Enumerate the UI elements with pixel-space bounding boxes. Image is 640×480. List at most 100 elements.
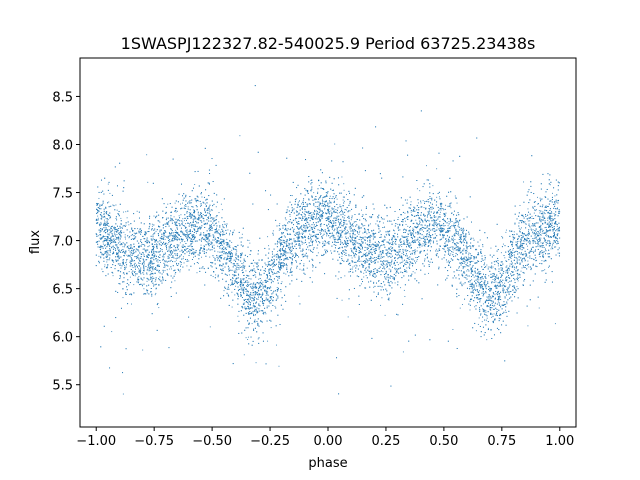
data-point — [511, 265, 513, 267]
data-point — [107, 183, 109, 185]
data-point — [322, 197, 324, 199]
data-point — [128, 245, 130, 247]
data-point — [130, 235, 132, 237]
data-point — [164, 266, 166, 268]
data-point — [378, 258, 380, 260]
data-point — [137, 254, 139, 256]
data-point — [215, 206, 217, 208]
data-point — [539, 245, 541, 247]
data-point — [450, 207, 452, 209]
data-point — [398, 254, 400, 256]
data-point — [170, 254, 172, 256]
data-point — [447, 225, 449, 227]
data-point — [478, 317, 480, 319]
data-point — [546, 233, 548, 235]
data-point — [199, 215, 201, 217]
data-point — [224, 233, 226, 235]
data-point — [227, 246, 229, 248]
data-point — [344, 222, 346, 224]
data-point — [511, 241, 513, 243]
data-point — [334, 240, 336, 242]
data-point — [175, 257, 177, 259]
data-point — [107, 252, 109, 254]
data-point — [540, 252, 542, 254]
data-point — [228, 270, 230, 272]
data-point — [464, 258, 466, 260]
data-point — [308, 249, 310, 251]
data-point — [464, 250, 466, 252]
data-point — [174, 280, 176, 282]
data-point — [534, 249, 536, 251]
data-point — [173, 257, 175, 259]
data-point — [243, 262, 245, 264]
data-point — [222, 265, 224, 267]
data-point — [180, 214, 182, 216]
data-point — [331, 189, 333, 191]
data-point — [125, 224, 127, 226]
data-point — [439, 211, 441, 213]
data-point — [128, 271, 130, 273]
data-point — [404, 296, 406, 298]
data-point — [190, 212, 192, 214]
data-point — [151, 257, 153, 259]
data-point — [429, 243, 431, 245]
data-point — [367, 228, 369, 230]
data-point — [409, 261, 411, 263]
data-point — [516, 276, 518, 278]
data-point — [203, 238, 205, 240]
data-point — [473, 276, 475, 278]
data-point — [535, 209, 537, 211]
data-point — [242, 290, 244, 292]
data-point — [313, 234, 315, 236]
data-point — [513, 231, 515, 233]
data-point — [347, 231, 349, 233]
data-point — [428, 234, 430, 236]
data-point — [409, 226, 411, 228]
data-point — [216, 245, 218, 247]
data-point — [149, 263, 151, 265]
data-point — [225, 274, 227, 276]
data-point — [535, 210, 537, 212]
data-point — [390, 263, 392, 265]
data-point — [342, 196, 344, 198]
data-point — [191, 213, 193, 215]
data-point — [227, 229, 229, 231]
data-point — [417, 247, 419, 249]
data-point — [335, 209, 337, 210]
data-point — [449, 218, 451, 220]
data-point — [512, 235, 514, 237]
data-point — [103, 219, 105, 221]
data-point — [512, 249, 514, 251]
data-point — [143, 268, 145, 270]
data-point — [172, 219, 174, 221]
data-point — [333, 220, 335, 222]
data-point — [542, 270, 544, 272]
data-point — [493, 275, 495, 277]
data-point — [531, 229, 533, 231]
data-point — [144, 249, 146, 251]
data-point — [462, 258, 464, 260]
data-point — [301, 203, 303, 205]
data-point — [122, 297, 124, 299]
data-point — [200, 205, 202, 207]
data-point — [220, 203, 222, 205]
data-point — [440, 209, 442, 211]
data-point — [503, 292, 505, 294]
data-point — [228, 234, 230, 236]
data-point — [237, 263, 239, 265]
data-point — [472, 260, 474, 262]
data-point — [479, 239, 481, 241]
data-point — [540, 237, 542, 239]
data-point — [275, 344, 277, 346]
data-point — [312, 266, 314, 268]
data-point — [306, 217, 308, 219]
data-point — [504, 257, 506, 259]
data-point — [435, 216, 437, 218]
data-point — [364, 230, 366, 232]
data-point — [488, 275, 490, 277]
data-point — [408, 246, 410, 248]
data-point — [440, 207, 442, 209]
data-point — [294, 240, 296, 242]
data-point — [330, 250, 332, 252]
